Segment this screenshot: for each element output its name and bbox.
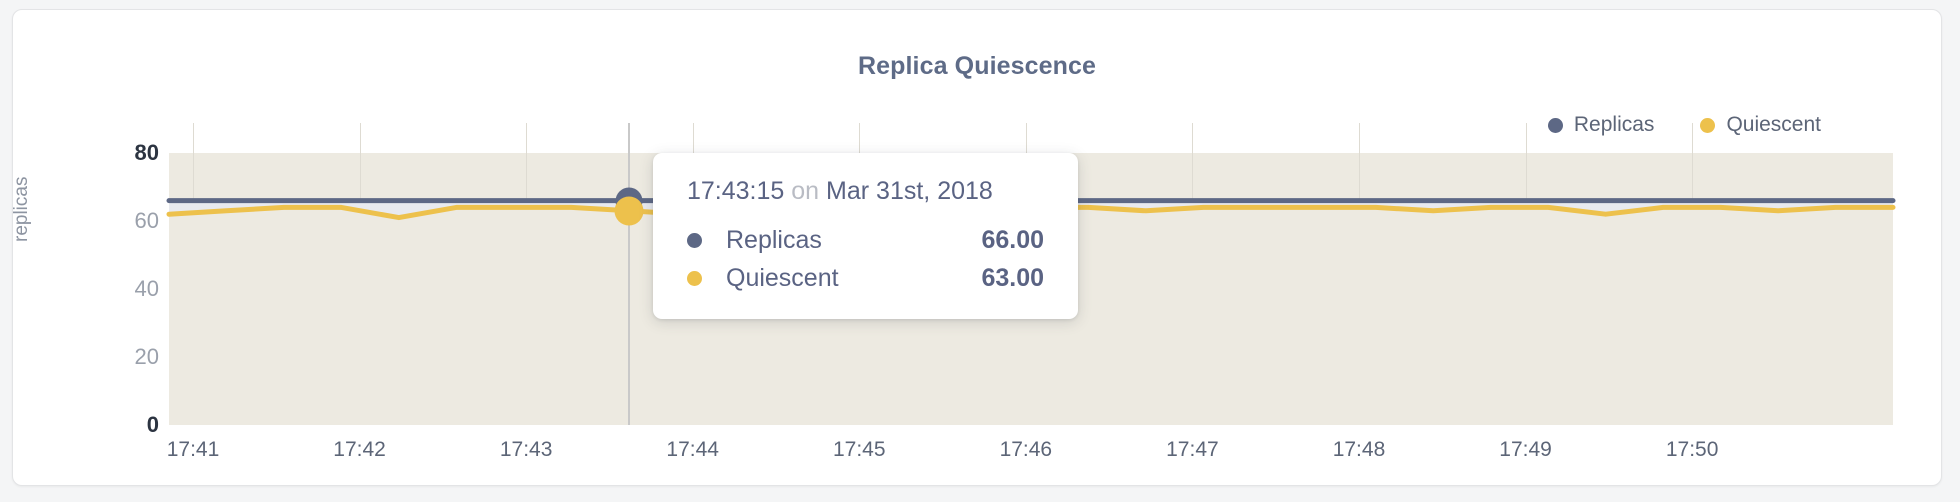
tooltip-date: Mar 31st, 2018 (826, 177, 993, 205)
legend-dot-icon (1547, 117, 1563, 133)
tooltip-label-replicas: Replicas (726, 226, 822, 254)
x-axis-tick-1741: 17:41 (166, 438, 220, 461)
x-axis-tick-1746: 17:46 (999, 438, 1053, 461)
tooltip-header: 17:43:15 on Mar 31st, 2018 (687, 177, 1044, 206)
chart-tooltip: 17:43:15 on Mar 31st, 2018 Replicas 66.0… (653, 153, 1078, 319)
x-axis-ticks: 17:41 17:42 17:43 17:44 17:45 17:46 17:47 17:48… (166, 438, 1893, 468)
x-axis-tick-1748: 17:48 (1332, 438, 1386, 461)
data-point-marker-quiescent[interactable] (614, 196, 644, 226)
y-axis-tick-60: 60 (134, 208, 159, 233)
legend-item-quiescent[interactable]: Quiescent (1700, 113, 1821, 137)
legend-dot-icon (1700, 117, 1716, 133)
tooltip-value-replicas: 66.00 (981, 226, 1044, 254)
chart-legend: Replicas Quiescent (1547, 113, 1821, 137)
tooltip-time: 17:43:15 (687, 177, 785, 205)
legend-label-quiescent: Quiescent (1726, 113, 1821, 136)
legend-item-replicas[interactable]: Replicas (1547, 113, 1655, 137)
y-axis-tick-0: 0 (146, 412, 159, 437)
page-title: Replica Quiescence (857, 52, 1097, 80)
y-axis-label: replicas (11, 176, 32, 242)
x-axis-tick-1744: 17:44 (666, 438, 719, 461)
tooltip-label-quiescent: Quiescent (726, 264, 839, 292)
y-axis-tick-80: 80 (134, 140, 159, 165)
crosshair-line (627, 123, 630, 425)
x-axis-tick-1745: 17:45 (832, 438, 886, 461)
x-axis-tick-1749: 17:49 (1499, 438, 1552, 461)
y-axis-tick-20: 20 (134, 344, 159, 369)
tooltip-dot-icon (687, 233, 702, 248)
y-axis-tick-40: 40 (134, 276, 159, 301)
x-axis-tick-1747: 17:47 (1166, 438, 1219, 461)
x-axis-tick-1742: 17:42 (333, 438, 386, 461)
legend-label-replicas: Replicas (1573, 113, 1655, 136)
y-axis-ticks: 80 60 40 20 0 (75, 140, 159, 437)
tooltip-dot-icon (687, 271, 702, 286)
tooltip-row-quiescent: Quiescent 63.00 (687, 264, 1044, 293)
x-axis-tick-1743: 17:43 (499, 438, 553, 461)
tooltip-on-word: on (791, 177, 820, 205)
tooltip-row-replicas: Replicas 66.00 (687, 226, 1044, 255)
tooltip-value-quiescent: 63.00 (981, 264, 1044, 292)
x-axis-tick-1750: 17:50 (1665, 438, 1719, 461)
chart-card: Replica Quiescence Replicas Quiescent re… (11, 9, 1942, 486)
